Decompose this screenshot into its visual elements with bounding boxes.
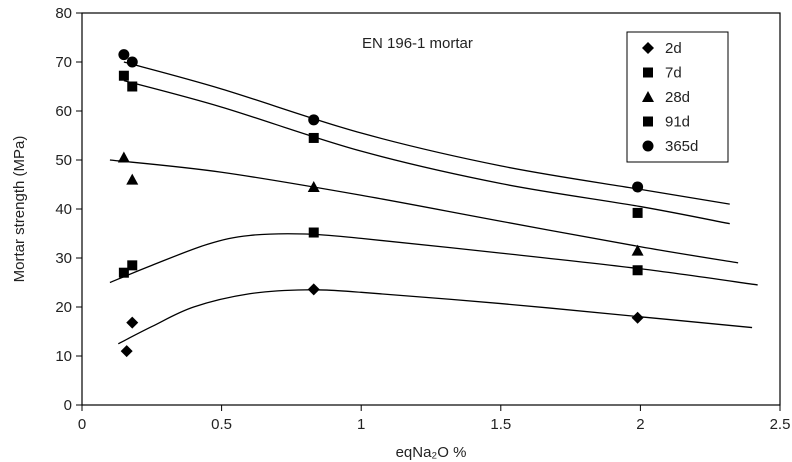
data-point-91d <box>632 207 643 218</box>
data-point-7d <box>632 265 643 276</box>
data-point-7d <box>127 260 138 271</box>
data-point-28d <box>117 151 130 163</box>
x-tick-label: 2.5 <box>770 416 791 433</box>
data-point-7d <box>118 267 129 278</box>
trend-line-7d <box>109 233 758 286</box>
legend-marker-91d <box>643 116 653 127</box>
data-point-91d <box>308 132 319 143</box>
legend-label-91d: 91d <box>665 114 690 131</box>
y-tick-label: 60 <box>55 103 72 120</box>
legend-items: 2d 7d 28d 91d 365d <box>642 40 698 155</box>
legend-marker-2d <box>642 42 654 54</box>
markers <box>117 49 644 358</box>
y-tick-label: 80 <box>55 5 72 22</box>
data-point-365d <box>632 181 644 193</box>
data-point-2d <box>307 283 320 296</box>
x-tick-label: 1.5 <box>490 416 511 433</box>
x-tick-label: 0.5 <box>211 416 232 433</box>
legend-marker-365d <box>642 140 654 152</box>
legend-label-2d: 2d <box>665 40 682 57</box>
data-point-365d <box>126 56 138 68</box>
legend-label-365d: 365d <box>665 138 698 155</box>
data-point-2d <box>126 316 139 329</box>
data-point-365d <box>118 49 130 61</box>
legend: 2d 7d 28d 91d 365d <box>626 31 729 163</box>
data-point-91d <box>127 81 138 92</box>
data-point-28d <box>307 180 320 192</box>
y-tick-label: 0 <box>64 397 72 414</box>
data-point-365d <box>308 114 320 126</box>
x-tick-label: 1 <box>357 416 365 433</box>
legend-box <box>626 31 729 163</box>
data-point-2d <box>631 311 644 324</box>
legend-marker-7d <box>643 67 653 78</box>
y-tick-label: 40 <box>55 201 72 218</box>
data-point-28d <box>631 244 644 256</box>
x-axis-title: eqNa₂O % <box>396 444 467 461</box>
y-tick-label: 10 <box>55 348 72 365</box>
trend-line-28d <box>109 159 739 264</box>
data-point-28d <box>126 173 139 185</box>
chart-annotation: EN 196-1 mortar <box>362 35 473 52</box>
x-axis: 0 0.5 1 1.5 2 2.5 <box>78 405 791 433</box>
y-axis-title: Mortar strength (MPa) <box>11 136 28 283</box>
legend-marker-28d <box>642 91 654 102</box>
x-tick-label: 0 <box>78 416 86 433</box>
y-tick-label: 70 <box>55 54 72 71</box>
data-point-91d <box>118 70 129 81</box>
x-tick-label: 2 <box>636 416 644 433</box>
y-tick-label: 30 <box>55 250 72 267</box>
legend-label-7d: 7d <box>665 65 682 82</box>
y-axis: 0 10 20 30 40 50 60 70 80 <box>55 5 82 414</box>
y-tick-label: 50 <box>55 152 72 169</box>
trend-line-91d <box>123 79 730 225</box>
data-point-7d <box>308 227 319 238</box>
data-point-2d <box>120 345 133 358</box>
y-tick-label: 20 <box>55 299 72 316</box>
legend-label-28d: 28d <box>665 89 690 106</box>
trend-line-2d <box>117 289 753 345</box>
